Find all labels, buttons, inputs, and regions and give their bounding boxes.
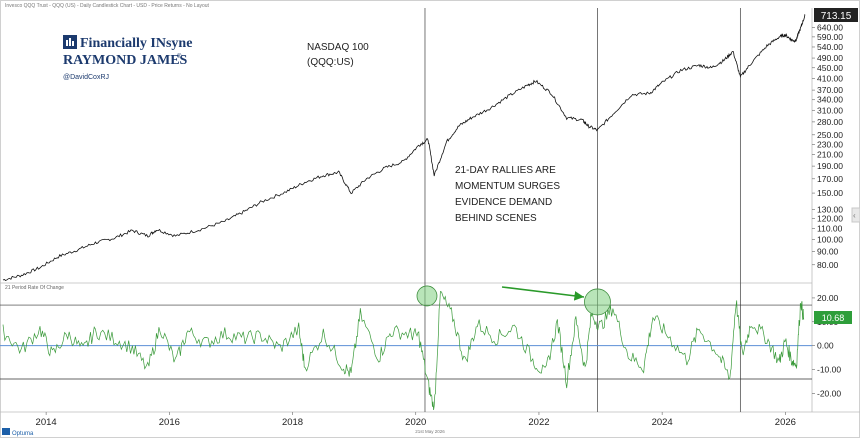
price-tick-label: 310.00 [817, 105, 843, 115]
panel-collapse-button[interactable] [851, 207, 860, 223]
time-tick-label: 2024 [652, 417, 673, 428]
time-tick-label: 2014 [36, 417, 57, 428]
price-series-line [2, 13, 806, 281]
price-tick-label: 340.00 [817, 95, 843, 105]
roc-tick-label: -10.00 [817, 364, 841, 374]
price-tick-label: 100.00 [817, 234, 843, 244]
brand-line2: RAYMOND JAMES [63, 53, 188, 68]
time-tick-label: 2018 [282, 417, 303, 428]
price-tick-label: 120.00 [817, 214, 843, 224]
brand-line1: Financially INsyne [80, 36, 192, 51]
price-tick-label: 280.00 [817, 117, 843, 127]
annotation-line-3: EVIDENCE DEMAND [455, 197, 552, 208]
price-tick-label: 640.00 [817, 23, 843, 33]
last-roc-value: 10.68 [822, 313, 845, 323]
optuma-logo: Optuma [2, 428, 34, 437]
roc-panel [0, 285, 812, 411]
price-tick-label: 210.00 [817, 150, 843, 160]
brand-registered: ® [177, 53, 182, 60]
time-tick-label: 2016 [159, 417, 180, 428]
price-tick-label: 250.00 [817, 130, 843, 140]
chevron-left-icon: ‹ [853, 211, 856, 220]
chart-caption: Invesco QQQ Trust - QQQ (US) - Daily Can… [5, 3, 210, 9]
last-roc-label: 10.68 [814, 311, 852, 324]
price-tick-label: 370.00 [817, 85, 843, 95]
annotation-line-1: 21-DAY RALLIES ARE [455, 165, 556, 176]
roc-tick-label: 20.00 [817, 293, 839, 303]
price-tick-label: 230.00 [817, 139, 843, 149]
price-tick-label: 540.00 [817, 42, 843, 52]
last-price-label: 713.15 [814, 8, 858, 22]
price-tick-label: 590.00 [817, 32, 843, 42]
time-tick-label: 2020 [405, 417, 426, 428]
date-footer: 21st May 2026 [415, 429, 445, 434]
price-tick-label: 450.00 [817, 63, 843, 73]
brand-handle: @DavidCoxRJ [63, 74, 109, 81]
roc-panel-title: 21 Period Rate Of Change [5, 285, 64, 291]
price-panel [2, 13, 806, 281]
price-tick-label: 80.00 [817, 260, 839, 270]
price-tick-label: 490.00 [817, 53, 843, 63]
chart-subtitle: (QQQ:US) [307, 57, 354, 68]
brand-logo: Financially INsyne RAYMOND JAMES ® @Davi… [63, 35, 192, 81]
roc-tick-label: 0.00 [817, 341, 834, 351]
price-tick-label: 190.00 [817, 161, 843, 171]
highlight-circle [416, 285, 438, 307]
time-tick-label: 2022 [528, 417, 549, 428]
annotation-line-4: BEHIND SCENES [455, 213, 537, 224]
annotation-text: 21-DAY RALLIES ARE MOMENTUM SURGES EVIDE… [455, 165, 560, 224]
roc-tick-label: -20.00 [817, 388, 841, 398]
annotation-line-2: MOMENTUM SURGES [455, 181, 560, 192]
price-tick-label: 130.00 [817, 204, 843, 214]
annotation-arrow [501, 286, 585, 301]
price-tick-label: 150.00 [817, 188, 843, 198]
optuma-text: Optuma [12, 431, 34, 437]
roc-series-line [2, 290, 805, 411]
price-tick-label: 110.00 [817, 223, 843, 233]
time-axis: 2014 2016 2018 2020 2022 2024 2026 [36, 412, 796, 428]
price-tick-label: 410.00 [817, 73, 843, 83]
optuma-icon [2, 428, 10, 435]
price-tick-label: 90.00 [817, 246, 839, 256]
highlight-circle [584, 288, 611, 316]
price-tick-label: 170.00 [817, 174, 843, 184]
last-price-value: 713.15 [821, 11, 852, 22]
time-tick-label: 2026 [775, 417, 796, 428]
chart-title: NASDAQ 100 [307, 42, 369, 53]
